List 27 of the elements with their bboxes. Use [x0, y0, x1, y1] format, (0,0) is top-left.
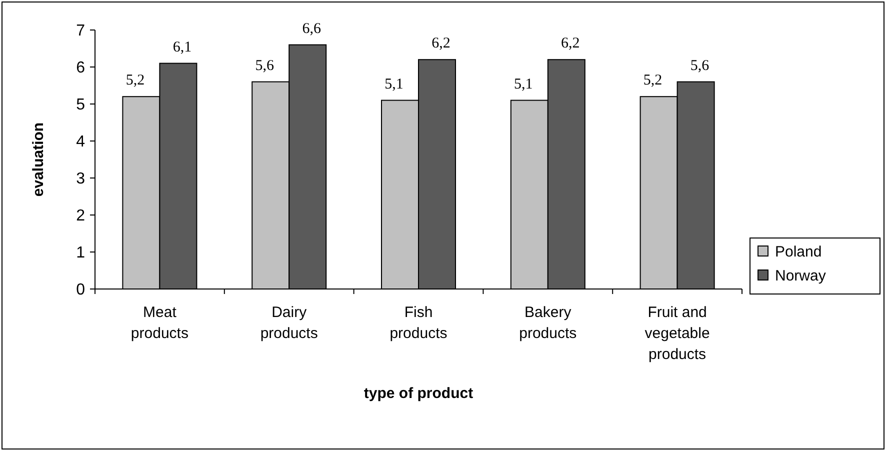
data-label: 6,2 [561, 36, 580, 52]
y-tick-label: 3 [76, 170, 86, 188]
data-label: 5,2 [126, 72, 145, 89]
data-label: 5,6 [255, 58, 274, 74]
x-tick-label: Bakery products [519, 304, 577, 342]
y-tick-label: 1 [76, 244, 86, 262]
legend-label: Norway [775, 267, 826, 284]
x-tick-label: Dairy products [260, 304, 318, 342]
data-label: 6,1 [172, 39, 192, 56]
data-label: 5,1 [514, 76, 533, 92]
x-tick-label: Meat products [130, 304, 188, 342]
data-label: 5,2 [643, 72, 662, 89]
data-label: 6,6 [302, 20, 322, 37]
y-tick-label: 5 [76, 96, 86, 114]
data-label: 6,2 [432, 36, 450, 52]
x-tick-label: Fruit and vegetable products [644, 304, 710, 363]
data-label: 5,1 [384, 76, 404, 92]
x-tick-label: Fish products [390, 304, 448, 342]
y-axis-title: evaluation [30, 122, 47, 197]
y-tick-label: 0 [76, 282, 86, 299]
data-label: 5,6 [690, 58, 710, 74]
y-tick-label: 4 [76, 134, 86, 151]
legend-label: Poland [775, 243, 822, 260]
y-tick-label: 7 [76, 22, 86, 40]
y-tick-label: 2 [76, 208, 86, 225]
x-axis-title: type of product [364, 385, 474, 402]
y-tick-label: 6 [76, 60, 86, 77]
